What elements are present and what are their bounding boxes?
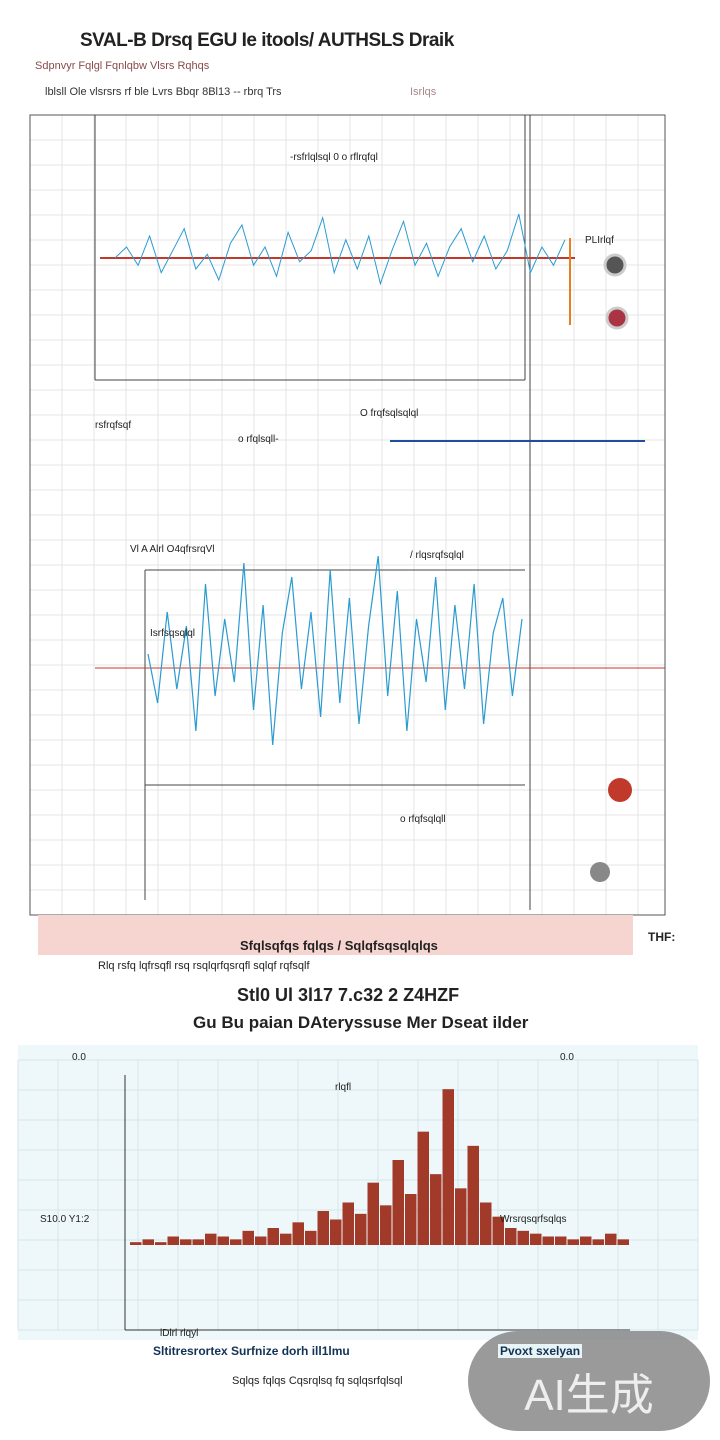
- note-text: Sqlqs fqlqs Cqsrqlsq fq sqlqsrfqlsql: [232, 1375, 403, 1387]
- spectrum-bar: [580, 1236, 592, 1245]
- legend-right: Pvoxt sxelyan: [498, 1344, 583, 1358]
- heat-strip: [38, 915, 633, 955]
- spectrum-bar: [592, 1239, 604, 1245]
- spectrum-bar: [205, 1233, 217, 1245]
- spectrum-bar: [380, 1205, 392, 1245]
- top-chart-grid: [29, 114, 665, 916]
- annot-a: -rsfrlqlsql 0 o rflrqfql: [290, 152, 378, 163]
- spectrum-bars: [130, 1089, 629, 1245]
- spectrum-bar: [542, 1236, 554, 1245]
- spectrum-bar: [492, 1216, 504, 1245]
- spectrum-bar: [242, 1230, 254, 1245]
- tick-tr: 0.0: [560, 1052, 574, 1063]
- annot-d: o rfqlsqll-: [238, 434, 279, 445]
- spectrum-bar: [605, 1233, 617, 1245]
- annot-c: rsfrqfsqf: [95, 420, 131, 431]
- spectrum-bar: [192, 1239, 204, 1245]
- spectrum-bar: [267, 1228, 279, 1245]
- annot-b: PLIrlqf: [585, 235, 614, 246]
- right-annot: Wrsrqsqrfsqlqs: [500, 1214, 567, 1225]
- spectrum-bar: [280, 1233, 292, 1245]
- spectrum-bar: [430, 1174, 442, 1245]
- tick-tl: 0.0: [72, 1052, 86, 1063]
- series-line-1: [114, 213, 566, 286]
- section-subheading: Gu Bu paian DAteryssuse Mer Dseat ilder: [193, 1013, 529, 1032]
- spectrum-bar: [155, 1242, 167, 1245]
- meta-tag: Isrlqs: [410, 86, 437, 98]
- annot-e: O frqfsqlsqlql: [360, 408, 418, 419]
- status-dot-icon: [603, 253, 627, 277]
- bottom-chart-bg: [18, 1045, 698, 1340]
- spectrum-bar: [530, 1233, 542, 1245]
- annot-i: o rfqfsqlqll: [400, 814, 446, 825]
- status-dot-icon: [605, 306, 629, 330]
- page-title: SVAL-B Drsq EGU Ie itools/ AUTHSLS Draik: [80, 30, 454, 51]
- spectrum-bar: [342, 1202, 354, 1245]
- caption-sub: Rlq rsfq lqfrsqfl rsq rsqlqrfqsrqfl sqlq…: [98, 960, 310, 972]
- caption: Sfqlsqfqs fqlqs / Sqlqfsqsqlqlqs: [240, 938, 438, 953]
- spectrum-bar: [392, 1160, 404, 1245]
- alert-dot-icon: [608, 778, 632, 802]
- spectrum-bar: [355, 1213, 367, 1245]
- meta-text: lblsll Ole vlsrsrs rf ble Lvrs Bbqr 8Bl1…: [45, 86, 282, 98]
- spectrum-bar: [455, 1188, 467, 1245]
- left-tick: S10.0 Y1:2: [40, 1214, 90, 1225]
- spectrum-bar: [142, 1239, 154, 1245]
- annot-f: Vl A Alrl O4qfrsrqVl: [130, 544, 214, 555]
- spectrum-bar: [367, 1182, 379, 1245]
- annot-g: / rlqsrqfsqlql: [410, 550, 464, 561]
- spectrum-bar: [617, 1239, 629, 1245]
- peak-label: rlqfl: [335, 1082, 351, 1093]
- spectrum-bar: [330, 1219, 342, 1245]
- spectrum-bar: [417, 1131, 429, 1245]
- spectrum-bar: [517, 1230, 529, 1245]
- spectrum-bar: [467, 1145, 479, 1245]
- series-line-2: [147, 555, 523, 746]
- spectrum-bar: [292, 1222, 304, 1245]
- spectrum-bar: [505, 1228, 517, 1245]
- spectrum-bar: [442, 1089, 454, 1245]
- spectrum-bar: [167, 1236, 179, 1245]
- spectrum-bar: [230, 1239, 242, 1245]
- status-dot-icon: [590, 862, 610, 882]
- section-heading: Stl0 Ul 3l17 7.c32 2 Z4HZF: [237, 985, 460, 1005]
- spectrum-bar: [555, 1236, 567, 1245]
- annot-h: Isrfsqsqlql: [150, 628, 195, 639]
- x-note: lDlrl rlqyl: [160, 1328, 198, 1339]
- spectrum-bar: [317, 1211, 329, 1245]
- legend-left: Sltitresrortex Surfnize dorh ill1lmu: [153, 1344, 350, 1358]
- subtitle: Sdpnvyr Fqlgl Fqnlqbw Vlsrs Rqhqs: [35, 60, 210, 72]
- corner-label: THF:: [648, 930, 676, 944]
- spectrum-bar: [255, 1236, 267, 1245]
- spectrum-bar: [480, 1202, 492, 1245]
- spectrum-bar: [405, 1194, 417, 1245]
- spectrum-bar: [180, 1239, 192, 1245]
- spectrum-bar: [130, 1242, 142, 1245]
- spectrum-bar: [567, 1239, 579, 1245]
- spectrum-bar: [217, 1236, 229, 1245]
- spectrum-bar: [305, 1230, 317, 1245]
